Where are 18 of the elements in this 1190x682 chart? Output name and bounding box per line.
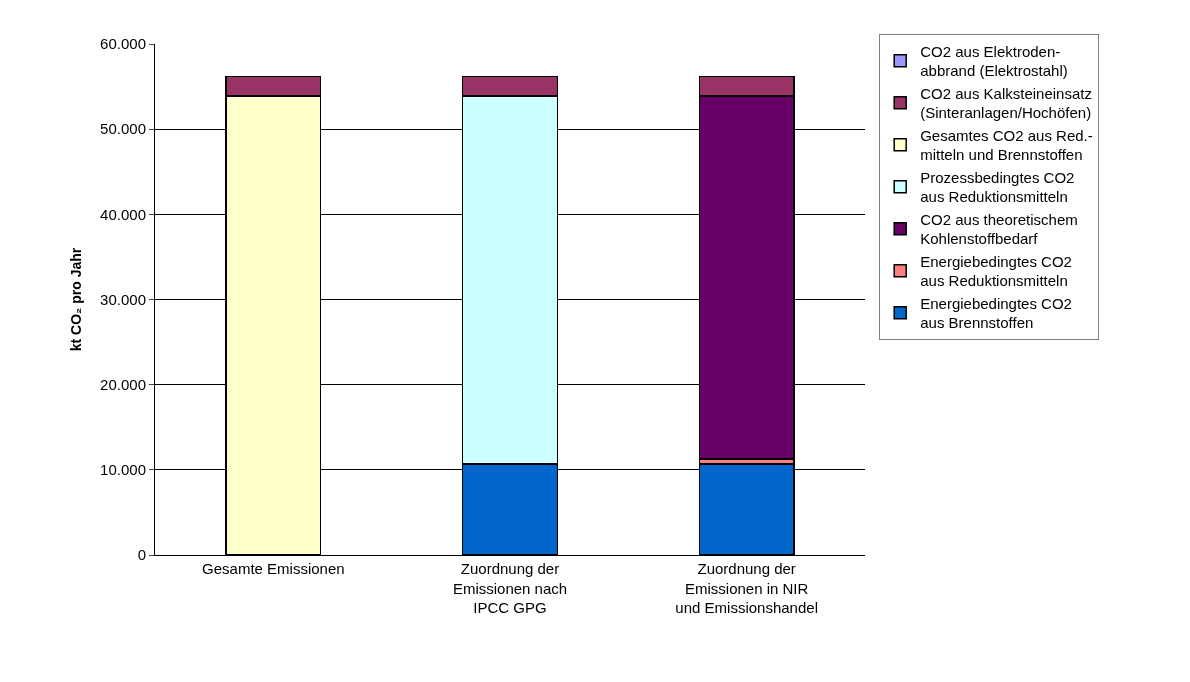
legend-label: CO2 aus Kalksteineinsatz (Sinteranlagen/Hochöfen)	[920, 84, 1092, 122]
y-tick-label: 20.000	[100, 375, 146, 393]
legend-label: Energiebedingtes CO2 aus Reduktionsmitteln	[920, 252, 1072, 290]
y-tick-label: 0	[137, 546, 146, 564]
y-tick-label: 10.000	[100, 461, 146, 479]
x-tick-label: Zuordnung der Emissionen nach IPCC GPG	[452, 560, 568, 616]
y-tick-label: 50.000	[100, 120, 146, 138]
legend-label: Energiebedingtes CO2 aus Brennstoffen	[920, 294, 1072, 332]
y-tick-label: 30.000	[100, 290, 146, 308]
legend-label: CO2 aus theoretischem Kohlenstoffbedarf	[920, 210, 1078, 248]
x-tick-label: Zuordnung der Emissionen in NIR und Emissionshandel	[675, 560, 818, 616]
x-tick-label: Gesamte Emissionen	[202, 560, 345, 577]
y-tick-label: 40.000	[100, 205, 146, 223]
legend-label: Gesamtes CO2 aus Red.- mitteln und Brennstoffen	[920, 126, 1093, 164]
legend-label: CO2 aus Elektroden- abbrand (Elektrostahl)	[920, 42, 1068, 80]
y-tick-label: 60.000	[100, 35, 146, 53]
legend-label: Prozessbedingtes CO2 aus Reduktionsmitteln	[920, 168, 1075, 206]
y-axis-title: kt CO₂ pro Jahr	[67, 247, 84, 352]
